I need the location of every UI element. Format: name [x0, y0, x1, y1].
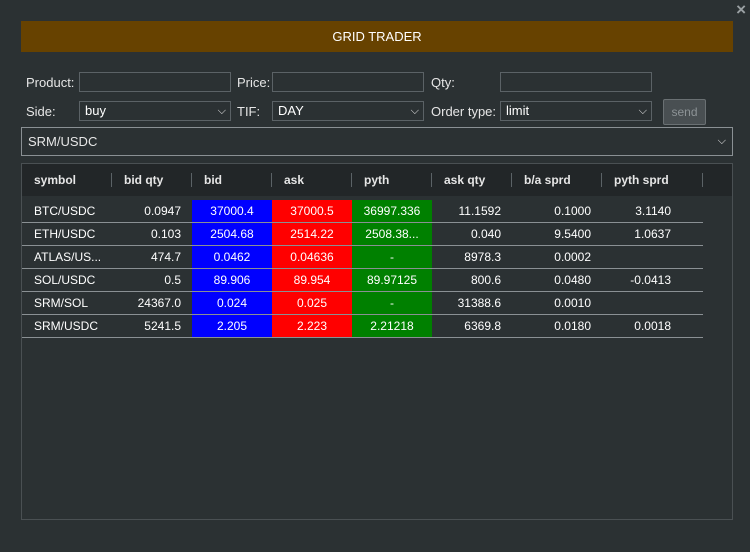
cell-ba-sprd: 9.5400 — [554, 227, 591, 241]
cell-pyth-sprd: 3.1140 — [635, 204, 671, 218]
cell-bid-qty: 0.103 — [150, 227, 181, 241]
table-row[interactable]: BTC/USDC 0.0947 37000.4 37000.5 36997.336 11.… — [22, 200, 703, 223]
column-separator[interactable] — [511, 173, 512, 187]
cell-ask: 0.025 — [272, 292, 352, 314]
column-separator[interactable] — [601, 173, 602, 187]
grid-header: symbol bid qty bid ask pyth ask qty b/a sprd py… — [22, 164, 732, 196]
cell-bid: 0.024 — [192, 292, 272, 314]
column-header-ask[interactable]: ask — [284, 173, 305, 187]
cell-bid-qty: 474.7 — [150, 250, 181, 264]
column-separator[interactable] — [351, 173, 352, 187]
product-label: Product: — [26, 75, 75, 90]
column-separator[interactable] — [702, 173, 703, 187]
cell-symbol: ATLAS/US... — [34, 250, 102, 264]
column-separator[interactable] — [191, 173, 192, 187]
cell-pyth: - — [352, 246, 432, 268]
cell-ask: 0.04636 — [272, 246, 352, 268]
cell-bid-qty: 0.0947 — [144, 204, 181, 218]
cell-bid: 2.205 — [192, 315, 272, 337]
cell-ask: 2.223 — [272, 315, 352, 337]
cell-bid-qty: 0.5 — [164, 273, 181, 287]
price-label: Price: — [237, 75, 271, 90]
table-row[interactable]: SRM/SOL 24367.0 0.024 0.025- 31388.6 0.0010 — [22, 292, 703, 315]
order-type-value: limit — [506, 103, 530, 118]
cell-pyth-sprd — [602, 246, 682, 268]
cell-ba-sprd: 0.0480 — [554, 273, 591, 287]
chevron-down-icon: ⌵ — [638, 105, 647, 117]
column-header-pyth[interactable]: pyth — [364, 173, 390, 187]
cell-pyth-sprd: -0.0413 — [630, 273, 671, 287]
cell-symbol: SRM/SOL — [34, 296, 89, 310]
cell-ask-qty: 800.6 — [470, 273, 501, 287]
cell-ba-sprd: 0.0180 — [554, 319, 591, 333]
column-header-ask-qty[interactable]: ask qty — [444, 173, 486, 187]
cell-pyth: 36997.336 — [352, 200, 432, 222]
chevron-down-icon: ⌵ — [217, 105, 226, 117]
cell-bid-qty: 24367.0 — [137, 296, 181, 310]
column-separator[interactable] — [271, 173, 272, 187]
cell-ask: 89.954 — [272, 269, 352, 291]
column-header-ba-sprd[interactable]: b/a sprd — [524, 173, 571, 187]
cell-pyth: 2508.38... — [352, 223, 432, 245]
table-row[interactable]: SOL/USDC 0.5 89.906 89.954 89.97125 800.6 0.04… — [22, 269, 703, 292]
cell-ask-qty: 8978.3 — [464, 250, 501, 264]
cell-ask-qty: 6369.8 — [464, 319, 501, 333]
product-select[interactable]: SRM/USDC ⌵ — [21, 127, 733, 156]
cell-symbol: BTC/USDC — [34, 204, 96, 218]
order-type-label: Order type: — [431, 104, 497, 119]
cell-bid: 2504.68 — [192, 223, 272, 245]
side-value: buy — [85, 103, 106, 118]
product-input[interactable] — [79, 72, 231, 92]
cell-pyth-sprd: 1.0637 — [634, 227, 671, 241]
chevron-down-icon: ⌵ — [717, 135, 726, 147]
cell-bid: 37000.4 — [192, 200, 272, 222]
cell-ask-qty: 11.1592 — [458, 204, 502, 218]
column-separator[interactable] — [431, 173, 432, 187]
cell-symbol: ETH/USDC — [34, 227, 96, 241]
market-grid: symbol bid qty bid ask pyth ask qty b/a sprd py… — [21, 163, 733, 520]
cell-ask-qty: 0.040 — [470, 227, 501, 241]
price-input[interactable] — [272, 72, 424, 92]
page-title: GRID TRADER — [21, 21, 733, 52]
table-row[interactable]: ATLAS/US... 474.7 0.0462 0.04636- 8978.3 0.00… — [22, 246, 703, 269]
cell-ba-sprd: 0.1000 — [554, 204, 591, 218]
cell-pyth-sprd — [602, 292, 682, 314]
qty-label: Qty: — [431, 75, 455, 90]
close-icon[interactable]: × — [736, 0, 746, 19]
send-button[interactable]: send — [663, 99, 706, 125]
table-row[interactable]: ETH/USDC 0.103 2504.68 2514.22 2508.38... 0.0… — [22, 223, 703, 246]
column-header-bid-qty[interactable]: bid qty — [124, 173, 164, 187]
tif-value: DAY — [278, 103, 304, 118]
cell-symbol: SOL/USDC — [34, 273, 96, 287]
tif-select[interactable]: DAY ⌵ — [272, 101, 424, 121]
cell-pyth: 2.21218 — [352, 315, 432, 337]
column-header-pyth-sprd[interactable]: pyth sprd — [614, 173, 669, 187]
cell-bid: 89.906 — [192, 269, 272, 291]
tif-label: TIF: — [237, 104, 261, 119]
column-header-symbol[interactable]: symbol — [34, 173, 77, 187]
side-label: Side: — [26, 104, 56, 119]
column-header-bid[interactable]: bid — [204, 173, 222, 187]
order-type-select[interactable]: limit ⌵ — [500, 101, 652, 121]
side-select[interactable]: buy ⌵ — [79, 101, 231, 121]
cell-pyth-sprd: 0.0018 — [634, 319, 671, 333]
cell-ba-sprd: 0.0002 — [554, 250, 591, 264]
table-row[interactable]: SRM/USDC 5241.5 2.205 2.223 2.21218 6369.8 0.0… — [22, 315, 703, 338]
qty-input[interactable] — [500, 72, 652, 92]
cell-bid: 0.0462 — [192, 246, 272, 268]
cell-pyth: - — [352, 292, 432, 314]
cell-ba-sprd: 0.0010 — [554, 296, 591, 310]
column-separator[interactable] — [111, 173, 112, 187]
cell-symbol: SRM/USDC — [34, 319, 99, 333]
cell-ask-qty: 31388.6 — [457, 296, 501, 310]
chevron-down-icon: ⌵ — [410, 105, 419, 117]
cell-pyth: 89.97125 — [352, 269, 432, 291]
cell-ask: 2514.22 — [272, 223, 352, 245]
cell-ask: 37000.5 — [272, 200, 352, 222]
cell-bid-qty: 5241.5 — [144, 319, 181, 333]
product-select-value: SRM/USDC — [28, 134, 98, 149]
